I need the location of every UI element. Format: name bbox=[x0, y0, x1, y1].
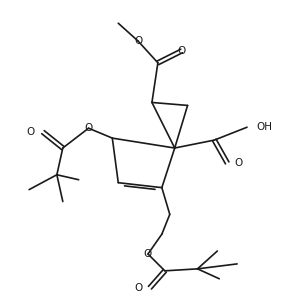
Text: O: O bbox=[178, 46, 186, 56]
Text: O: O bbox=[144, 249, 152, 259]
Text: O: O bbox=[27, 127, 35, 137]
Text: O: O bbox=[135, 283, 143, 293]
Text: OH: OH bbox=[256, 122, 272, 132]
Text: O: O bbox=[134, 36, 142, 46]
Text: O: O bbox=[84, 123, 93, 133]
Text: O: O bbox=[234, 158, 242, 168]
